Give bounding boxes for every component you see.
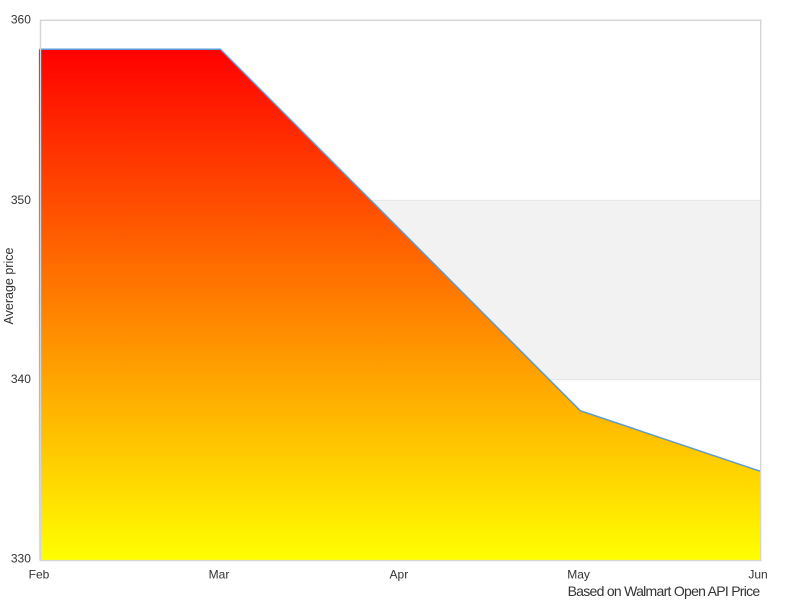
svg-text:Jun: Jun [748, 568, 767, 582]
svg-text:Based on Walmart Open API Pric: Based on Walmart Open API Price [568, 583, 761, 599]
svg-text:Average price: Average price [2, 248, 16, 325]
svg-text:350: 350 [11, 193, 31, 207]
svg-text:330: 330 [11, 552, 31, 566]
svg-text:360: 360 [11, 13, 31, 27]
svg-text:Feb: Feb [29, 568, 50, 582]
svg-text:Mar: Mar [209, 568, 230, 582]
svg-text:Apr: Apr [390, 568, 409, 582]
svg-text:May: May [567, 568, 590, 582]
svg-text:340: 340 [11, 372, 31, 386]
